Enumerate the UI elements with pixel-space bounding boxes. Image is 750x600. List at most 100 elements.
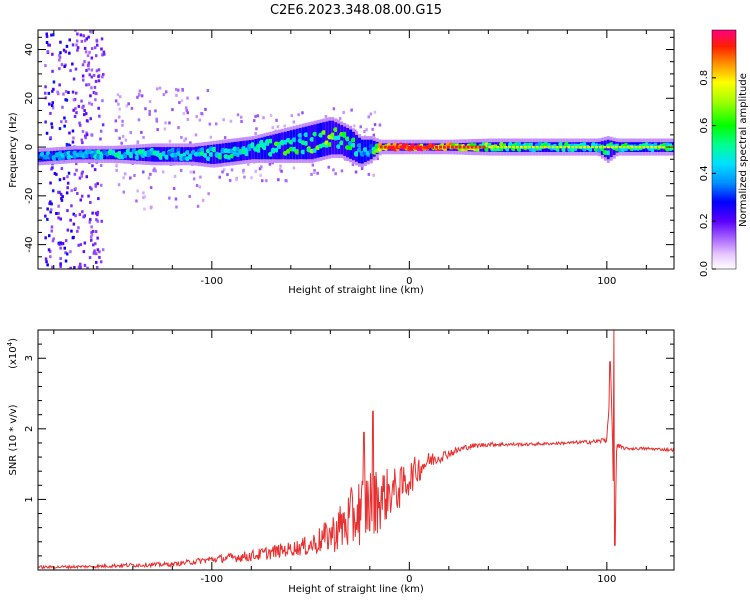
spectrogram-speckle xyxy=(142,196,145,200)
spectrogram-speckle xyxy=(92,251,96,255)
spectrogram-speckle xyxy=(60,198,64,202)
spectrogram-speckle xyxy=(67,91,70,94)
spectrogram-blob xyxy=(188,153,194,159)
spectrogram-core xyxy=(571,145,575,149)
spectrogram-speckle xyxy=(52,80,56,84)
spectrogram-band xyxy=(212,144,216,164)
spectrogram-blob xyxy=(276,144,283,150)
spectrogram-blob xyxy=(185,150,191,155)
spectrogram-core xyxy=(551,145,555,149)
spectrogram-blob xyxy=(268,138,274,144)
spectrogram-speckle xyxy=(52,189,55,193)
spectrogram-blob xyxy=(244,151,250,157)
spectrogram-core xyxy=(383,145,387,149)
spectrogram-speckle xyxy=(93,46,97,50)
spectrogram-blob xyxy=(339,140,345,146)
spectrogram-speckle xyxy=(100,37,104,41)
spectrogram-speckle xyxy=(64,259,68,263)
spectrogram-speckle xyxy=(278,168,282,172)
spectrogram-speckle xyxy=(59,40,62,44)
spectrogram-x-tick-label: -100 xyxy=(200,276,223,287)
spectrogram-speckle xyxy=(117,183,121,187)
spectrogram-speckle xyxy=(226,173,229,177)
spectrogram-speckle xyxy=(55,172,58,176)
spectrogram-speckle xyxy=(95,252,98,256)
spectrogram-blob xyxy=(128,151,134,157)
spectrogram-speckle xyxy=(63,246,66,250)
spectrogram-speckle xyxy=(87,67,90,71)
spectrogram-speckle xyxy=(90,225,93,229)
spectrogram-core xyxy=(446,145,450,149)
spectrogram-speckle xyxy=(94,79,98,83)
snr-multiplier: (x104) xyxy=(6,338,19,369)
spectrogram-band xyxy=(269,135,273,160)
spectrogram-speckle xyxy=(99,260,103,264)
spectrogram-band xyxy=(260,137,264,160)
spectrogram-speckle xyxy=(265,179,268,183)
spectrogram-core xyxy=(626,145,630,149)
spectrogram-speckle xyxy=(77,265,81,269)
spectrogram-speckle xyxy=(95,92,98,96)
spectrogram-speckle xyxy=(85,131,88,135)
spectrogram-speckle xyxy=(97,197,100,201)
spectrogram-speckle xyxy=(338,117,342,120)
spectrogram-speckle xyxy=(75,39,79,43)
spectrogram-core xyxy=(442,145,446,149)
spectrogram-speckle xyxy=(73,115,77,118)
spectrogram-speckle xyxy=(363,130,366,133)
spectrogram-speckle xyxy=(68,131,71,135)
spectrogram-speckle xyxy=(186,111,189,115)
spectrogram-speckle xyxy=(99,164,103,167)
spectrogram-speckle xyxy=(96,248,100,252)
spectrogram-blob xyxy=(273,147,280,153)
spectrogram-speckle xyxy=(75,43,78,47)
spectrogram-speckle xyxy=(206,89,210,93)
spectrogram-speckle xyxy=(80,194,84,198)
spectrogram-speckle xyxy=(46,217,49,221)
spectrogram-speckle xyxy=(142,191,145,195)
snr-line xyxy=(38,330,674,570)
spectrogram-speckle xyxy=(229,119,233,123)
spectrogram-speckle xyxy=(95,260,98,264)
spectrogram-speckle xyxy=(80,138,83,142)
spectrogram-speckle xyxy=(71,43,75,47)
spectrogram-speckle xyxy=(72,108,75,112)
spectrogram-speckle xyxy=(372,133,376,137)
spectrogram-speckle xyxy=(90,238,93,242)
spectrogram-speckle xyxy=(90,75,93,79)
spectrogram-blob xyxy=(333,127,339,132)
spectrogram-speckle xyxy=(116,93,120,97)
spectrogram-speckle xyxy=(351,163,355,167)
spectrogram-speckle xyxy=(196,96,200,100)
spectrogram-speckle xyxy=(195,184,199,187)
spectrogram-speckle xyxy=(373,110,377,114)
spectrogram-speckle xyxy=(117,102,120,106)
spectrogram-blob xyxy=(297,133,303,138)
spectrogram-speckle xyxy=(70,204,73,208)
spectrogram-speckle xyxy=(81,130,85,133)
spectrogram-core xyxy=(595,145,598,149)
spectrogram-speckle xyxy=(101,75,104,79)
spectrogram-speckle xyxy=(180,135,183,139)
spectrogram-core xyxy=(488,145,492,149)
spectrogram-speckle xyxy=(102,50,106,54)
spectrogram-core xyxy=(591,145,594,149)
spectrogram-speckle xyxy=(367,115,370,119)
spectrogram-speckle xyxy=(59,217,62,221)
spectrogram-speckle xyxy=(97,68,101,72)
spectrogram-speckle xyxy=(65,143,69,146)
spectrogram-speckle xyxy=(195,115,198,119)
colorbar-gradient xyxy=(711,29,737,270)
spectrogram-speckle xyxy=(129,176,132,180)
spectrogram-speckle xyxy=(58,58,61,62)
spectrogram-speckle xyxy=(62,92,65,96)
spectrogram-core xyxy=(543,145,547,149)
spectrogram-speckle xyxy=(88,256,92,260)
spectrogram-band xyxy=(286,131,290,160)
spectrogram-speckle xyxy=(66,209,69,213)
spectrogram-speckle xyxy=(373,123,377,127)
spectrogram-core xyxy=(650,145,654,149)
spectrogram-speckle xyxy=(115,129,118,133)
spectrogram-speckle xyxy=(247,162,250,166)
spectrogram-speckle xyxy=(209,135,212,139)
